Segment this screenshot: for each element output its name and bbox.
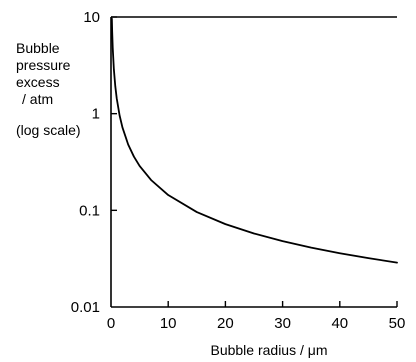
- y-axis-title-line: Bubble: [16, 40, 106, 57]
- ticks: [111, 17, 397, 307]
- x-tick-label: 10: [160, 315, 177, 332]
- y-axis-title-line: excess: [16, 74, 106, 91]
- y-tick-label: 0.1: [79, 202, 100, 219]
- y-tick-label: 0.01: [71, 299, 100, 316]
- x-axis-title: Bubble radius / μm: [210, 342, 327, 358]
- y-axis-title-line: pressure: [16, 57, 106, 74]
- x-tick-label: 40: [331, 315, 348, 332]
- x-tick-label: 0: [107, 315, 115, 332]
- y-axis-scale-note: (log scale): [16, 122, 106, 139]
- x-tick-label: 30: [274, 315, 291, 332]
- y-axis-title-line: / atm: [16, 91, 106, 108]
- y-tick-label: 10: [83, 9, 100, 26]
- series: [112, 19, 397, 263]
- series-line: [112, 19, 397, 263]
- y-axis-title: Bubble pressure excess / atm (log scale): [16, 40, 106, 139]
- axes: [111, 17, 397, 307]
- x-tick-label: 20: [217, 315, 234, 332]
- x-tick-label: 50: [389, 315, 406, 332]
